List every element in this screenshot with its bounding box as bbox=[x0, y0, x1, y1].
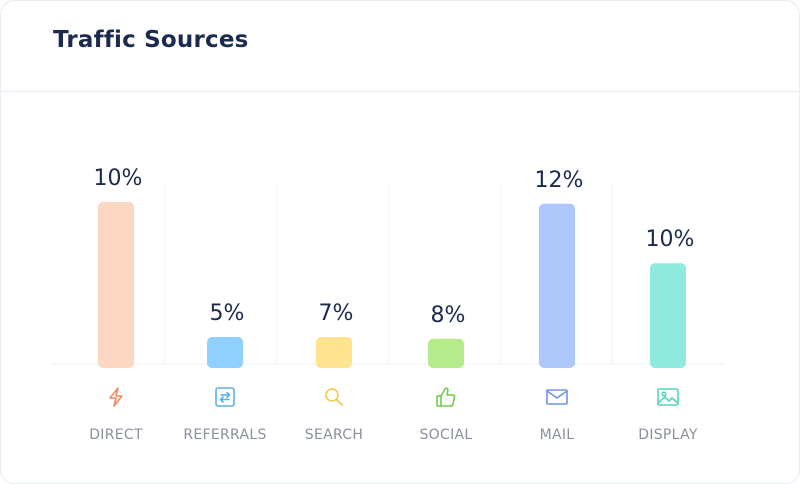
bar-display bbox=[650, 263, 686, 368]
value-label: 7% bbox=[319, 301, 354, 326]
search-icon bbox=[325, 388, 343, 406]
category-label: REFERRALS bbox=[183, 427, 266, 443]
mail-icon bbox=[546, 389, 568, 405]
value-label: 10% bbox=[646, 227, 695, 252]
card-header: Traffic Sources bbox=[1, 1, 799, 92]
bar-mail bbox=[539, 203, 575, 368]
value-label: 8% bbox=[431, 303, 466, 328]
category-label: SEARCH bbox=[305, 427, 363, 443]
category-label: SOCIAL bbox=[420, 427, 473, 443]
value-label: 5% bbox=[210, 301, 245, 326]
category-label: MAIL bbox=[540, 427, 575, 443]
card-title: Traffic Sources bbox=[53, 27, 249, 53]
refresh-icon bbox=[215, 387, 235, 407]
bar-referrals bbox=[207, 337, 243, 368]
image-icon bbox=[657, 388, 679, 406]
thumbs-up-icon bbox=[436, 387, 456, 407]
lightning-icon bbox=[109, 387, 123, 407]
bar-direct bbox=[98, 202, 134, 368]
category-label: DISPLAY bbox=[638, 427, 698, 443]
bar-social bbox=[428, 338, 464, 368]
category-label: DIRECT bbox=[89, 427, 143, 443]
bar-search bbox=[316, 337, 352, 368]
value-label: 12% bbox=[535, 168, 584, 193]
value-label: 10% bbox=[94, 166, 143, 191]
